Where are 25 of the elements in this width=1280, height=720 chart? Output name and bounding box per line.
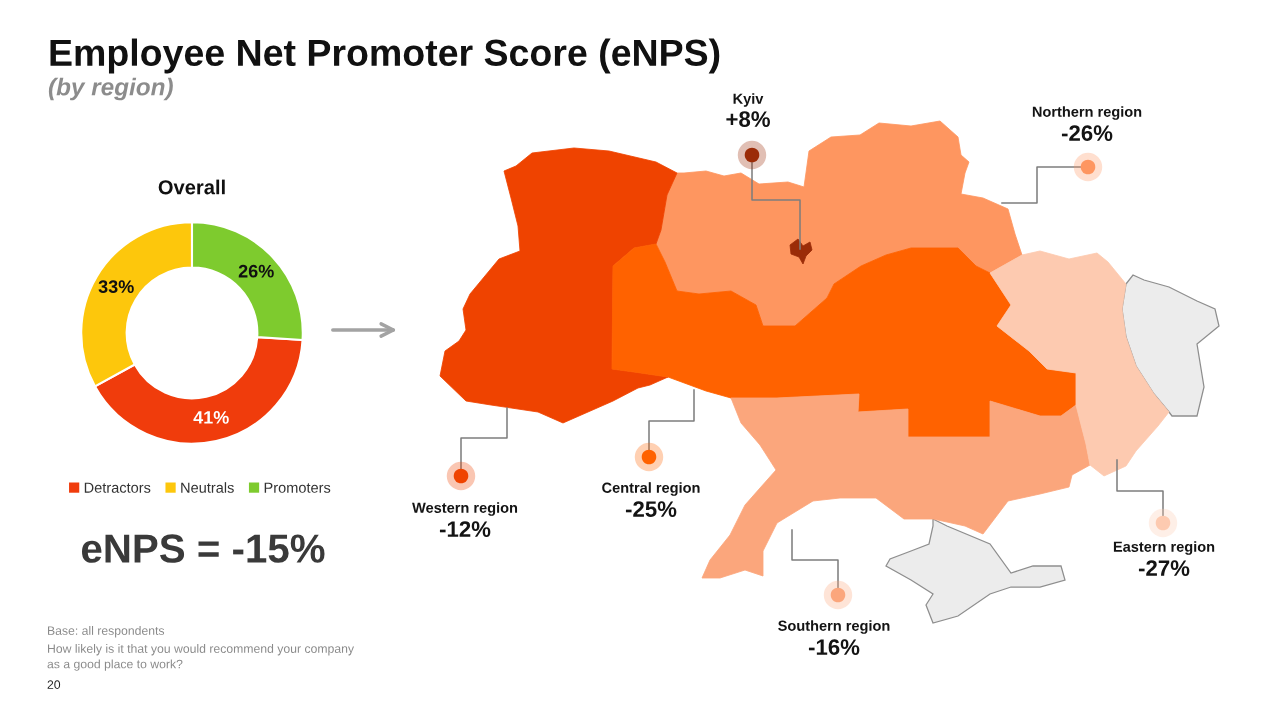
text: eNPS = -15%	[82, 534, 325, 563]
legend-label: Promoters	[264, 482, 331, 493]
text: (by region)	[48, 77, 173, 101]
data-label: -25%	[625, 501, 677, 517]
category-label: Southern region	[778, 620, 890, 634]
data-label: -16%	[808, 639, 860, 655]
data-label: 26%	[238, 264, 274, 278]
data-label: 41%	[193, 411, 229, 424]
category-label: Western region	[412, 502, 518, 516]
data-label: -26%	[1061, 125, 1113, 141]
legend-label: Detractors	[84, 482, 151, 493]
legend-label: Neutrals	[181, 482, 234, 493]
data-label: -27%	[1138, 560, 1190, 576]
data-label: -12%	[439, 521, 491, 537]
text: 20	[47, 680, 61, 689]
category-label: Central region	[602, 482, 700, 496]
text: Employee Net Promoter Score (eNPS)	[50, 38, 720, 74]
category-label: Kyiv	[733, 93, 764, 107]
chart-title: Overall	[158, 179, 225, 195]
text: Base: all respondents	[48, 626, 165, 638]
data-label: 33%	[98, 280, 134, 294]
category-label: Northern region	[1032, 106, 1142, 120]
text: How likely is it that you would recommend your company as a good place to work?	[47, 644, 355, 671]
category-label: Eastern region	[1113, 541, 1215, 555]
data-label: +8%	[726, 111, 770, 127]
